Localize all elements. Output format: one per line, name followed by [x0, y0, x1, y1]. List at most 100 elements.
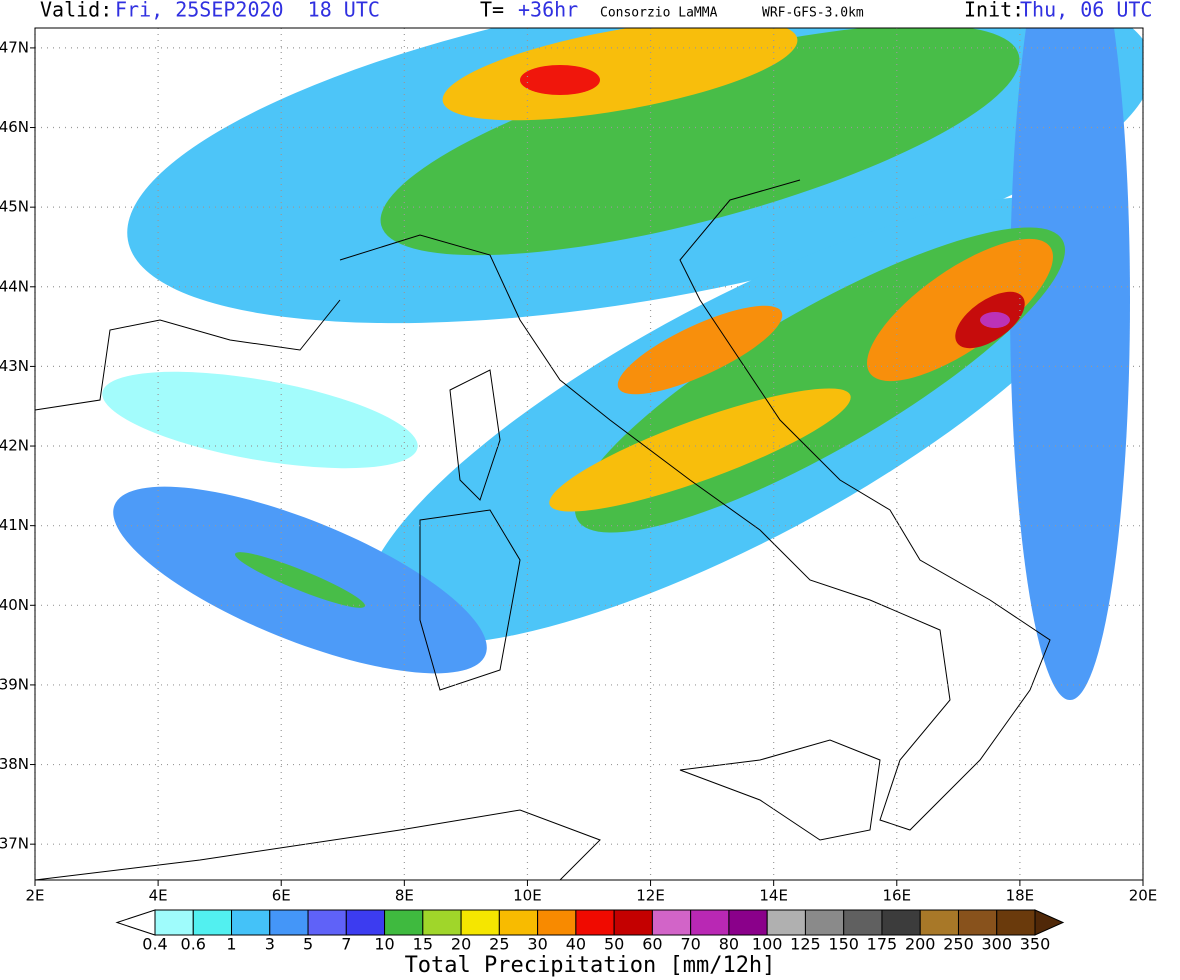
colorbar-label: 150: [828, 935, 859, 954]
colorbar-label: 0.4: [142, 935, 167, 954]
precip-area: [867, 238, 1053, 382]
y-tick-label: 41N: [0, 516, 29, 534]
precip-area: [980, 312, 1010, 328]
colorbar-box: [690, 909, 730, 936]
x-tick-label: 2E: [25, 887, 44, 905]
colorbar-box: [843, 909, 883, 936]
colorbar-box: [996, 909, 1036, 936]
y-tick-label: 37N: [0, 835, 29, 853]
colorbar-label: 10: [374, 935, 394, 954]
y-tick-label: 46N: [0, 118, 29, 136]
colorbar-label: 70: [680, 935, 700, 954]
colorbar-label: 1: [226, 935, 236, 954]
y-tick-label: 43N: [0, 357, 29, 375]
x-tick-label: 8E: [395, 887, 414, 905]
x-tick-label: 4E: [149, 887, 168, 905]
y-tick-label: 39N: [0, 675, 29, 693]
precip-area: [234, 552, 366, 608]
x-tick-label: 20E: [1129, 887, 1158, 905]
model: WRF-GFS-3.0km: [762, 6, 864, 21]
colorbar-label: 125: [790, 935, 821, 954]
colorbar-label: 50: [604, 935, 624, 954]
colorbar-box: [192, 909, 233, 936]
coastline: [34, 809, 601, 881]
coastline: [449, 369, 501, 501]
colorbar-box: [460, 909, 500, 936]
colorbar-box: [575, 909, 615, 936]
colorbar-box: [307, 909, 347, 936]
precip-area: [520, 65, 600, 95]
colorbar-box: [537, 909, 577, 936]
colorbar-box: [804, 909, 845, 936]
colorbar-box: [154, 909, 194, 936]
y-tick-label: 45N: [0, 198, 29, 216]
precip-area: [617, 305, 783, 395]
header: Valid: Fri, 25SEP2020 18 UTC T= +36hr Co…: [40, 0, 1152, 22]
init-label: Init:: [964, 0, 1024, 22]
colorbar-box: [384, 909, 424, 936]
y-tick-label: 44N: [0, 277, 29, 295]
colorbar-box: [957, 909, 998, 936]
colorbar-label: 40: [566, 935, 586, 954]
precip-field: [102, 28, 1143, 700]
valid-time: Fri, 25SEP2020 18 UTC: [115, 0, 380, 22]
y-tick-label: 47N: [0, 38, 29, 56]
colorbar-label: 20: [451, 935, 471, 954]
colorbar-box: [881, 909, 921, 936]
y-tick-label: 42N: [0, 437, 29, 455]
colorbar-label: 5: [303, 935, 313, 954]
colorbar-box: [345, 909, 386, 936]
colorbar-box: [269, 909, 309, 936]
colorbar-label: 30: [527, 935, 547, 954]
colorbar-box: [651, 909, 692, 936]
colorbar-label: 15: [413, 935, 433, 954]
precip-area: [102, 371, 418, 469]
colorbar-box: [613, 909, 653, 936]
colorbar-title: Total Precipitation [mm/12h]: [405, 953, 776, 978]
precip-area: [442, 28, 798, 121]
coastlines: [34, 179, 1051, 881]
colorbar-label: 60: [642, 935, 662, 954]
colorbar-label: 200: [905, 935, 936, 954]
init-time: Thu, 06 UTC: [1020, 0, 1152, 22]
colorbar-box: [728, 909, 768, 936]
colorbar-label: 300: [981, 935, 1012, 954]
colorbar-label: 175: [867, 935, 898, 954]
coastline: [339, 179, 1051, 831]
colorbar-label: 350: [1020, 935, 1051, 954]
x-tick-label: 12E: [636, 887, 665, 905]
colorbar-label: 7: [341, 935, 351, 954]
x-tick-label: 14E: [759, 887, 788, 905]
y-tick-label: 40N: [0, 596, 29, 614]
source: Consorzio LaMMA: [600, 6, 718, 21]
colorbar-label: 250: [943, 935, 974, 954]
lead-label: T=: [480, 0, 504, 22]
colorbar-label: 80: [719, 935, 739, 954]
x-tick-label: 18E: [1006, 887, 1035, 905]
colorbar-box: [231, 909, 271, 936]
y-tick-label: 38N: [0, 755, 29, 773]
coastline: [419, 509, 521, 691]
x-tick-label: 16E: [882, 887, 911, 905]
colorbar-box: [498, 909, 539, 936]
colorbar-box: [422, 909, 462, 936]
colorbar-label: 100: [752, 935, 783, 954]
valid-label: Valid:: [40, 0, 112, 22]
lead-time: +36hr: [518, 0, 578, 22]
coastline: [34, 299, 341, 411]
colorbar-box: [766, 909, 806, 936]
map-frame: [34, 27, 1144, 881]
precip-area: [549, 388, 851, 512]
precip-area: [1010, 28, 1130, 700]
coastline: [679, 739, 881, 841]
colorbar-label: 3: [265, 935, 275, 954]
colorbar-box: [919, 909, 959, 936]
precip-area: [380, 28, 1020, 256]
colorbar-extend-low: [115, 909, 156, 936]
colorbar-extend-high: [1034, 909, 1065, 936]
colorbar-label: 0.6: [181, 935, 206, 954]
x-tick-label: 6E: [272, 887, 291, 905]
colorbar-label: 25: [489, 935, 509, 954]
x-tick-label: 10E: [513, 887, 542, 905]
